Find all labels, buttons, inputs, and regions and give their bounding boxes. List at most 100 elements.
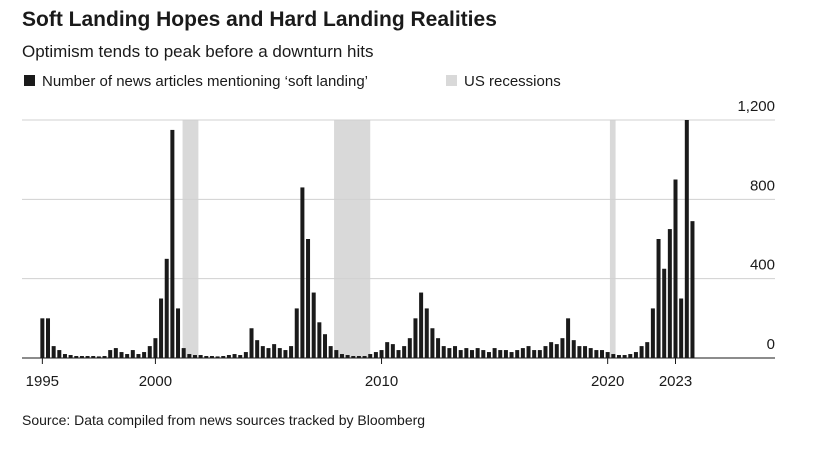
recession-band (182, 120, 199, 358)
recession-band (609, 120, 616, 358)
bar (492, 348, 497, 358)
bar (68, 355, 73, 358)
bar (633, 352, 638, 358)
bar (566, 318, 571, 358)
bar (221, 356, 226, 358)
y-tick-label: 1,200 (737, 98, 775, 115)
bar (475, 348, 480, 358)
bar (594, 350, 599, 358)
bar (407, 338, 412, 358)
bar (447, 348, 452, 358)
bar (469, 350, 474, 358)
bar (600, 350, 605, 358)
bar (588, 348, 593, 358)
bar (356, 356, 361, 358)
bar (334, 350, 339, 358)
bar (289, 346, 294, 358)
bar (198, 355, 203, 358)
bar (679, 298, 684, 358)
legend-label: Number of news articles mentioning ‘soft… (42, 73, 368, 90)
bar (339, 354, 344, 358)
bar (645, 342, 650, 358)
bar (639, 346, 644, 358)
y-tick-label: 0 (767, 336, 775, 353)
bar (430, 328, 435, 358)
bar (130, 350, 135, 358)
bar (40, 318, 45, 358)
bar (650, 308, 655, 358)
bar (362, 356, 367, 358)
bar (142, 352, 147, 358)
bar (481, 350, 486, 358)
bar (232, 354, 237, 358)
bar (294, 308, 299, 358)
bar (436, 338, 441, 358)
bar (62, 354, 67, 358)
y-tick-label: 800 (750, 177, 775, 194)
bar (628, 354, 633, 358)
bar (464, 348, 469, 358)
bar (656, 239, 661, 358)
bar (153, 338, 158, 358)
bar (192, 355, 197, 358)
bar (159, 298, 164, 358)
bar (662, 268, 667, 358)
bar (611, 354, 616, 358)
bar (515, 350, 520, 358)
bar (577, 346, 582, 358)
bar (543, 346, 548, 358)
bar (283, 350, 288, 358)
bar (255, 340, 260, 358)
x-tick-label: 1995 (26, 373, 59, 390)
bar (74, 356, 79, 358)
bar (277, 348, 282, 358)
bar (249, 328, 254, 358)
bar (458, 350, 463, 358)
bar (351, 356, 356, 358)
bar (379, 350, 384, 358)
bar (605, 352, 610, 358)
bar (583, 346, 588, 358)
bar (424, 308, 429, 358)
bar (328, 346, 333, 358)
bar (498, 350, 503, 358)
x-tick-label: 2020 (591, 373, 624, 390)
bar (85, 356, 90, 358)
bar (125, 354, 130, 358)
bar (170, 129, 175, 358)
bar (549, 342, 554, 358)
bar (46, 318, 51, 358)
bar (503, 350, 508, 358)
bar (181, 348, 186, 358)
bar (390, 344, 395, 358)
bar (622, 355, 627, 358)
bar (176, 308, 181, 358)
bar (554, 344, 559, 358)
recession-band (334, 120, 371, 358)
bar (368, 354, 373, 358)
bar (345, 355, 350, 358)
bar (91, 356, 96, 358)
bar (215, 356, 220, 358)
bar (164, 258, 169, 358)
bar (102, 356, 107, 358)
bar (243, 352, 248, 358)
bar (509, 352, 514, 358)
bar (486, 352, 491, 358)
bar (526, 346, 531, 358)
bar (266, 348, 271, 358)
bar (323, 334, 328, 358)
bar (690, 221, 695, 358)
bar (51, 346, 56, 358)
bar (373, 352, 378, 358)
bar (113, 348, 118, 358)
bar (119, 352, 124, 358)
bar (571, 340, 576, 358)
bar (667, 229, 672, 358)
bar (79, 356, 84, 358)
bar (616, 355, 621, 358)
bar (260, 346, 265, 358)
legend-swatch (24, 75, 35, 86)
